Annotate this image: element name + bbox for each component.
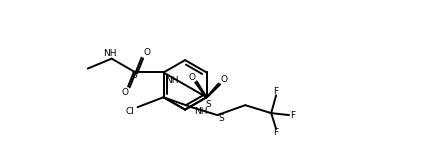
Text: F: F: [273, 128, 279, 137]
Text: NH: NH: [103, 49, 116, 58]
Text: F: F: [291, 111, 296, 120]
Text: S: S: [132, 71, 138, 80]
Text: S: S: [219, 114, 224, 123]
Text: NH: NH: [194, 107, 207, 116]
Text: O: O: [143, 48, 150, 57]
Text: O: O: [121, 88, 128, 97]
Text: NH: NH: [166, 76, 179, 85]
Text: Cl: Cl: [125, 107, 134, 116]
Text: O: O: [220, 75, 227, 84]
Text: S: S: [206, 100, 212, 109]
Text: O: O: [188, 73, 195, 82]
Text: F: F: [273, 87, 279, 96]
